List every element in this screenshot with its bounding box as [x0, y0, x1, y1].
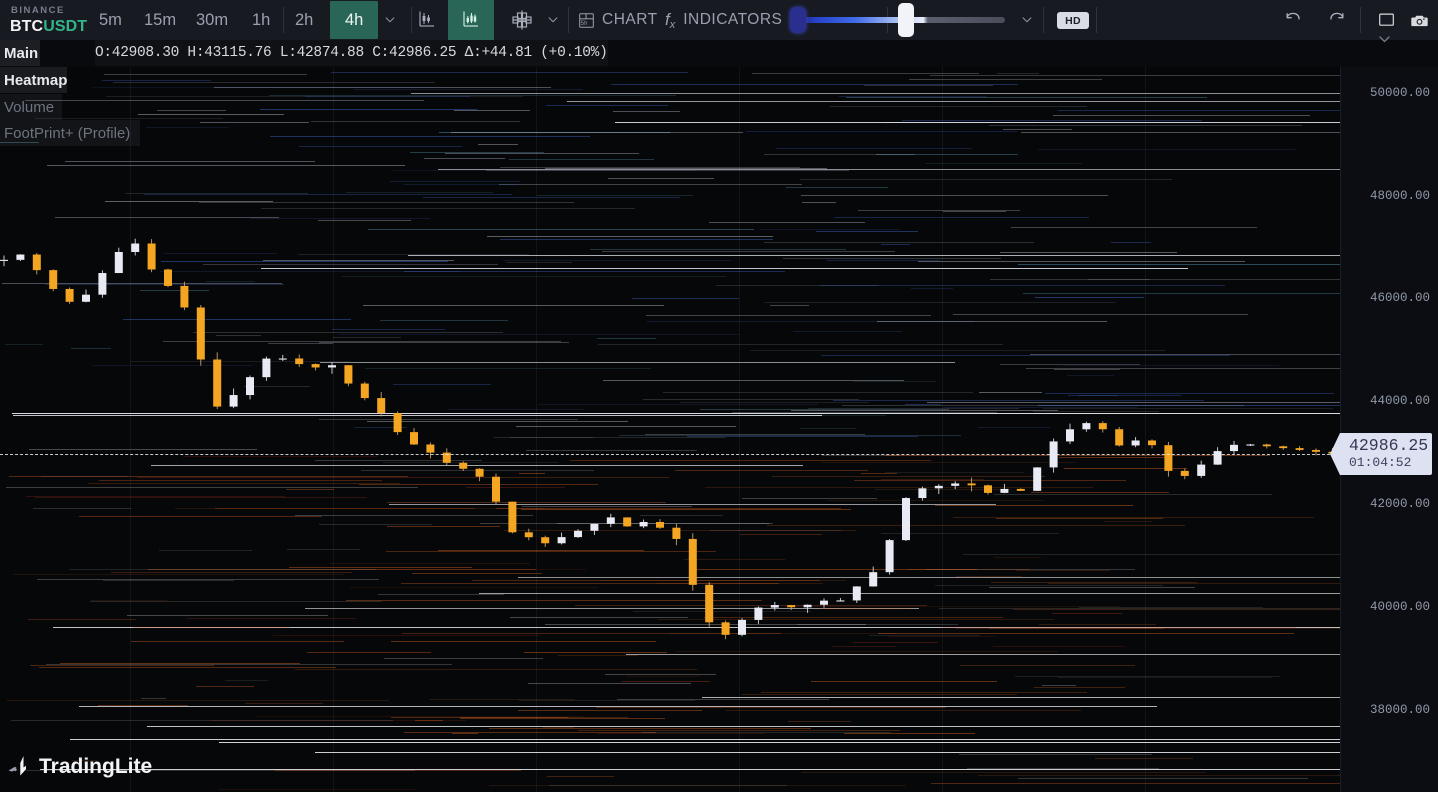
svg-text:5h: 5h	[581, 21, 588, 27]
